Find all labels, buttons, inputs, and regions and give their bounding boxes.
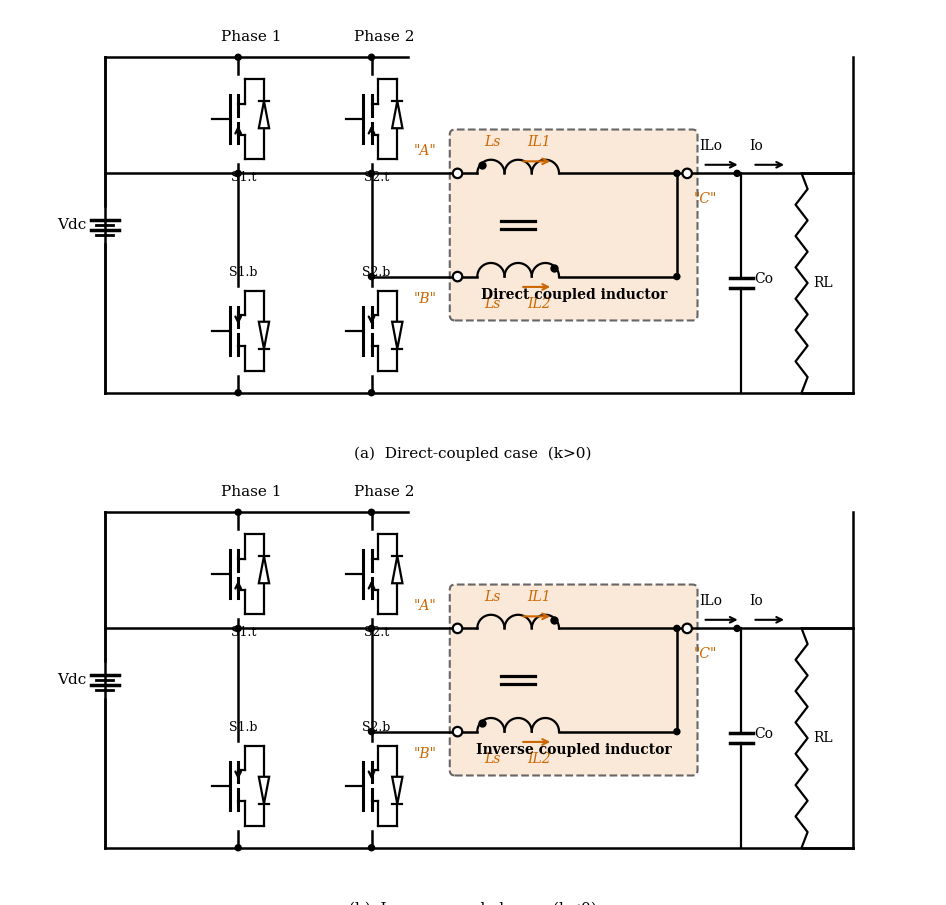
Circle shape bbox=[236, 510, 241, 515]
Text: IL2: IL2 bbox=[528, 752, 551, 767]
Text: S2.b: S2.b bbox=[362, 721, 391, 734]
Text: S2.t: S2.t bbox=[364, 171, 390, 184]
Text: (b)  Inverse-coupled case  (k<0): (b) Inverse-coupled case (k<0) bbox=[349, 902, 597, 905]
Circle shape bbox=[369, 54, 375, 61]
Text: S1.b: S1.b bbox=[229, 266, 257, 279]
Circle shape bbox=[674, 625, 680, 632]
Circle shape bbox=[236, 54, 241, 61]
Circle shape bbox=[674, 273, 680, 280]
Text: Co: Co bbox=[754, 272, 773, 286]
Text: S2.b: S2.b bbox=[362, 266, 391, 279]
Circle shape bbox=[682, 168, 692, 178]
Text: Phase 2: Phase 2 bbox=[354, 485, 414, 500]
Text: "A": "A" bbox=[413, 599, 436, 613]
Polygon shape bbox=[393, 322, 402, 348]
Polygon shape bbox=[259, 557, 270, 583]
Text: "B": "B" bbox=[413, 292, 436, 306]
Circle shape bbox=[734, 625, 740, 632]
Text: ILo: ILo bbox=[699, 594, 722, 608]
Circle shape bbox=[674, 170, 680, 176]
Circle shape bbox=[453, 272, 463, 281]
Circle shape bbox=[369, 729, 375, 735]
Circle shape bbox=[369, 844, 375, 851]
Circle shape bbox=[682, 624, 692, 634]
Circle shape bbox=[734, 170, 740, 176]
Polygon shape bbox=[393, 557, 402, 583]
Polygon shape bbox=[259, 101, 270, 129]
Text: IL2: IL2 bbox=[528, 297, 551, 311]
Text: Io: Io bbox=[749, 138, 762, 153]
Text: IL1: IL1 bbox=[528, 135, 551, 149]
Circle shape bbox=[453, 168, 463, 178]
Circle shape bbox=[453, 624, 463, 634]
Text: Vdc: Vdc bbox=[58, 673, 87, 687]
Text: Direct coupled inductor: Direct coupled inductor bbox=[481, 289, 667, 302]
Circle shape bbox=[674, 729, 680, 735]
Text: Ls: Ls bbox=[484, 752, 501, 767]
Circle shape bbox=[369, 170, 375, 176]
Text: "C": "C" bbox=[694, 192, 717, 206]
Circle shape bbox=[369, 510, 375, 515]
Text: Inverse coupled inductor: Inverse coupled inductor bbox=[476, 743, 672, 757]
Text: Co: Co bbox=[754, 727, 773, 741]
Text: (a)  Direct-coupled case  (k>0): (a) Direct-coupled case (k>0) bbox=[354, 447, 592, 462]
Text: Phase 2: Phase 2 bbox=[354, 31, 414, 44]
Text: S1.b: S1.b bbox=[229, 721, 257, 734]
Text: Phase 1: Phase 1 bbox=[220, 31, 281, 44]
Text: "C": "C" bbox=[694, 647, 717, 662]
Text: Ls: Ls bbox=[484, 135, 501, 149]
Text: RL: RL bbox=[814, 731, 833, 745]
Text: S1.t: S1.t bbox=[231, 626, 256, 639]
Circle shape bbox=[236, 390, 241, 395]
Text: S1.t: S1.t bbox=[231, 171, 256, 184]
FancyBboxPatch shape bbox=[449, 585, 697, 776]
Text: IL1: IL1 bbox=[528, 590, 551, 605]
Text: Ls: Ls bbox=[484, 297, 501, 311]
Polygon shape bbox=[259, 322, 270, 348]
Text: ILo: ILo bbox=[699, 138, 722, 153]
Circle shape bbox=[236, 844, 241, 851]
Circle shape bbox=[236, 170, 241, 176]
Text: Ls: Ls bbox=[484, 590, 501, 605]
FancyBboxPatch shape bbox=[449, 129, 697, 320]
Text: Vdc: Vdc bbox=[58, 218, 87, 232]
Text: S2.t: S2.t bbox=[364, 626, 390, 639]
Text: RL: RL bbox=[814, 276, 833, 290]
Text: "A": "A" bbox=[413, 144, 436, 157]
Circle shape bbox=[369, 273, 375, 280]
Polygon shape bbox=[393, 101, 402, 129]
Text: "B": "B" bbox=[413, 748, 436, 761]
Polygon shape bbox=[259, 776, 270, 804]
Circle shape bbox=[369, 625, 375, 632]
Circle shape bbox=[453, 727, 463, 737]
Circle shape bbox=[369, 390, 375, 395]
Circle shape bbox=[236, 625, 241, 632]
Polygon shape bbox=[393, 776, 402, 804]
Text: Io: Io bbox=[749, 594, 762, 608]
Text: Phase 1: Phase 1 bbox=[220, 485, 281, 500]
